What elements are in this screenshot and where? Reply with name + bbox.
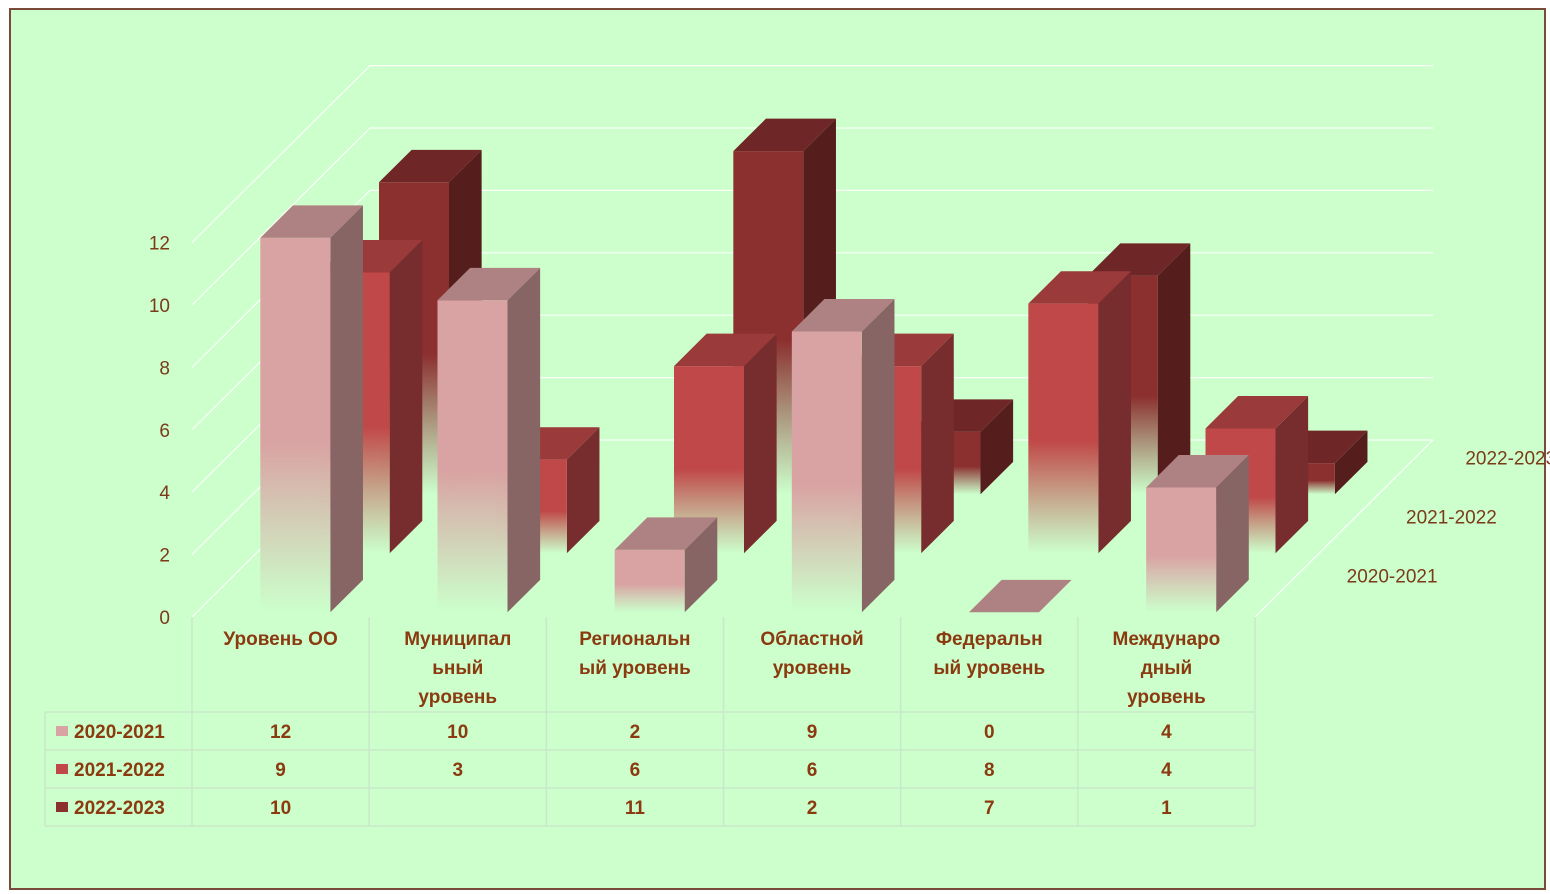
category-label: Междунаро дный уровень <box>1113 629 1221 708</box>
legend-key <box>56 726 68 736</box>
legend-key <box>56 802 68 812</box>
bar <box>673 333 777 554</box>
data-label: 9 <box>275 760 286 781</box>
y-tick-label: 0 <box>159 608 170 629</box>
category-label: Областной уровень <box>760 629 863 679</box>
gridline <box>191 189 1433 368</box>
series-depth-label: 2020-2021 <box>1347 567 1438 588</box>
y-tick-label: 8 <box>159 358 170 379</box>
table-row: 2020-2021 12 10 2 9 0 4 <box>56 722 1172 743</box>
bar <box>1028 271 1131 554</box>
data-label: 6 <box>807 760 818 781</box>
bar <box>614 517 718 613</box>
gridline <box>191 64 1433 244</box>
data-label: 12 <box>270 722 291 743</box>
series-depth-label: 2022-2023 <box>1465 449 1550 470</box>
floor-edge <box>1254 439 1434 618</box>
table-row: 2022-2023 10 11 2 7 1 <box>56 798 1172 819</box>
y-tick-label: 6 <box>159 421 170 442</box>
series-name: 2022-2023 <box>74 798 165 819</box>
legend-key <box>56 764 68 774</box>
data-label: 1 <box>1161 798 1172 819</box>
data-label: 4 <box>1161 722 1172 743</box>
category-label: Региональн ый уровень <box>579 629 691 679</box>
bar <box>1146 455 1249 613</box>
bar <box>791 299 895 613</box>
data-label: 7 <box>984 798 995 819</box>
table-row: 2021-2022 9 3 6 6 8 4 <box>56 760 1172 781</box>
y-tick-label: 12 <box>149 234 170 255</box>
data-label: 3 <box>452 760 463 781</box>
data-label: 4 <box>1161 760 1172 781</box>
y-tick-label: 10 <box>149 296 170 317</box>
data-label: 2 <box>630 722 641 743</box>
data-label: 10 <box>270 798 291 819</box>
data-label: 9 <box>807 722 818 743</box>
bar <box>437 267 541 613</box>
series-name: 2021-2022 <box>74 760 165 781</box>
gridline <box>191 127 1433 306</box>
data-label: 0 <box>984 722 995 743</box>
axis-labels: 0 2 4 6 8 10 12 2020-2021 2021-2022 2022-2023 Уров… <box>149 234 1550 708</box>
data-label: 6 <box>630 760 641 781</box>
data-label: 11 <box>625 798 646 819</box>
data-label: 10 <box>447 722 468 743</box>
category-label: Федеральн ый уровень <box>933 629 1045 679</box>
bar <box>968 579 1072 613</box>
data-label: 2 <box>807 798 818 819</box>
category-label: Муниципал ьный уровень <box>404 629 511 708</box>
series-depth-label: 2021-2022 <box>1406 508 1497 529</box>
y-tick-label: 4 <box>159 483 170 504</box>
bar <box>260 205 363 613</box>
series-name: 2020-2021 <box>74 722 165 743</box>
data-label: 8 <box>984 760 995 781</box>
category-label: Уровень ОО <box>223 629 337 650</box>
y-tick-label: 2 <box>159 546 170 567</box>
bars <box>260 118 1368 613</box>
